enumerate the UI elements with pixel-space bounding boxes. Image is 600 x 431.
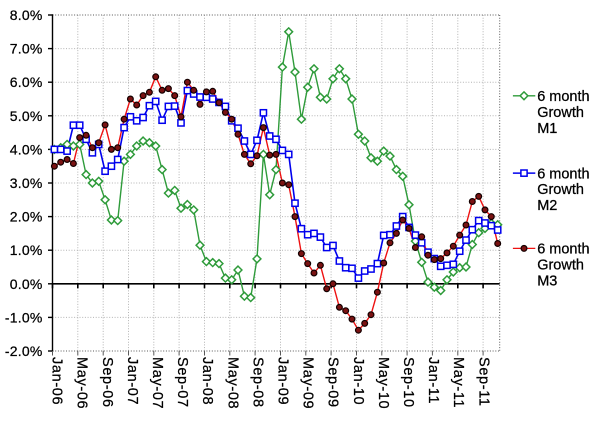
svg-text:M1: M1 [537,121,557,137]
svg-text:-2.0%: -2.0% [5,343,43,359]
svg-text:6 month: 6 month [537,89,589,105]
svg-text:May-07: May-07 [149,357,165,409]
svg-text:May-11: May-11 [450,357,466,408]
svg-text:7.0%: 7.0% [10,41,43,57]
svg-text:1.0%: 1.0% [10,242,43,258]
svg-text:Growth: Growth [537,258,584,274]
svg-text:Jan-11: Jan-11 [425,357,441,404]
svg-text:Jan-10: Jan-10 [350,357,366,405]
svg-text:6.0%: 6.0% [10,74,43,90]
svg-text:5.0%: 5.0% [10,108,43,124]
svg-text:6 month: 6 month [537,166,589,182]
svg-text:Sep-06: Sep-06 [99,357,115,408]
svg-text:May-10: May-10 [375,357,391,409]
svg-text:6 month: 6 month [537,242,589,258]
svg-text:8.0%: 8.0% [10,7,43,23]
svg-text:May-08: May-08 [224,357,240,409]
svg-text:Jan-08: Jan-08 [199,357,215,405]
svg-text:4.0%: 4.0% [10,141,43,157]
svg-text:Growth: Growth [537,182,584,198]
svg-text:Sep-10: Sep-10 [400,357,416,408]
svg-text:2.0%: 2.0% [10,209,43,225]
svg-text:Sep-07: Sep-07 [174,357,190,408]
svg-text:May-06: May-06 [74,357,90,409]
svg-text:Sep-11: Sep-11 [475,357,491,407]
svg-text:Sep-09: Sep-09 [325,357,341,408]
svg-text:M3: M3 [537,273,557,289]
svg-text:-1.0%: -1.0% [5,309,43,325]
svg-text:Jan-09: Jan-09 [275,357,291,405]
svg-text:Growth: Growth [537,105,584,121]
svg-text:Jan-07: Jan-07 [124,357,140,405]
svg-text:May-09: May-09 [300,357,316,409]
svg-text:Sep-08: Sep-08 [249,357,265,408]
svg-text:0.0%: 0.0% [10,276,43,292]
svg-text:Jan-06: Jan-06 [49,357,65,405]
svg-text:3.0%: 3.0% [10,175,43,191]
svg-text:M2: M2 [537,198,557,214]
